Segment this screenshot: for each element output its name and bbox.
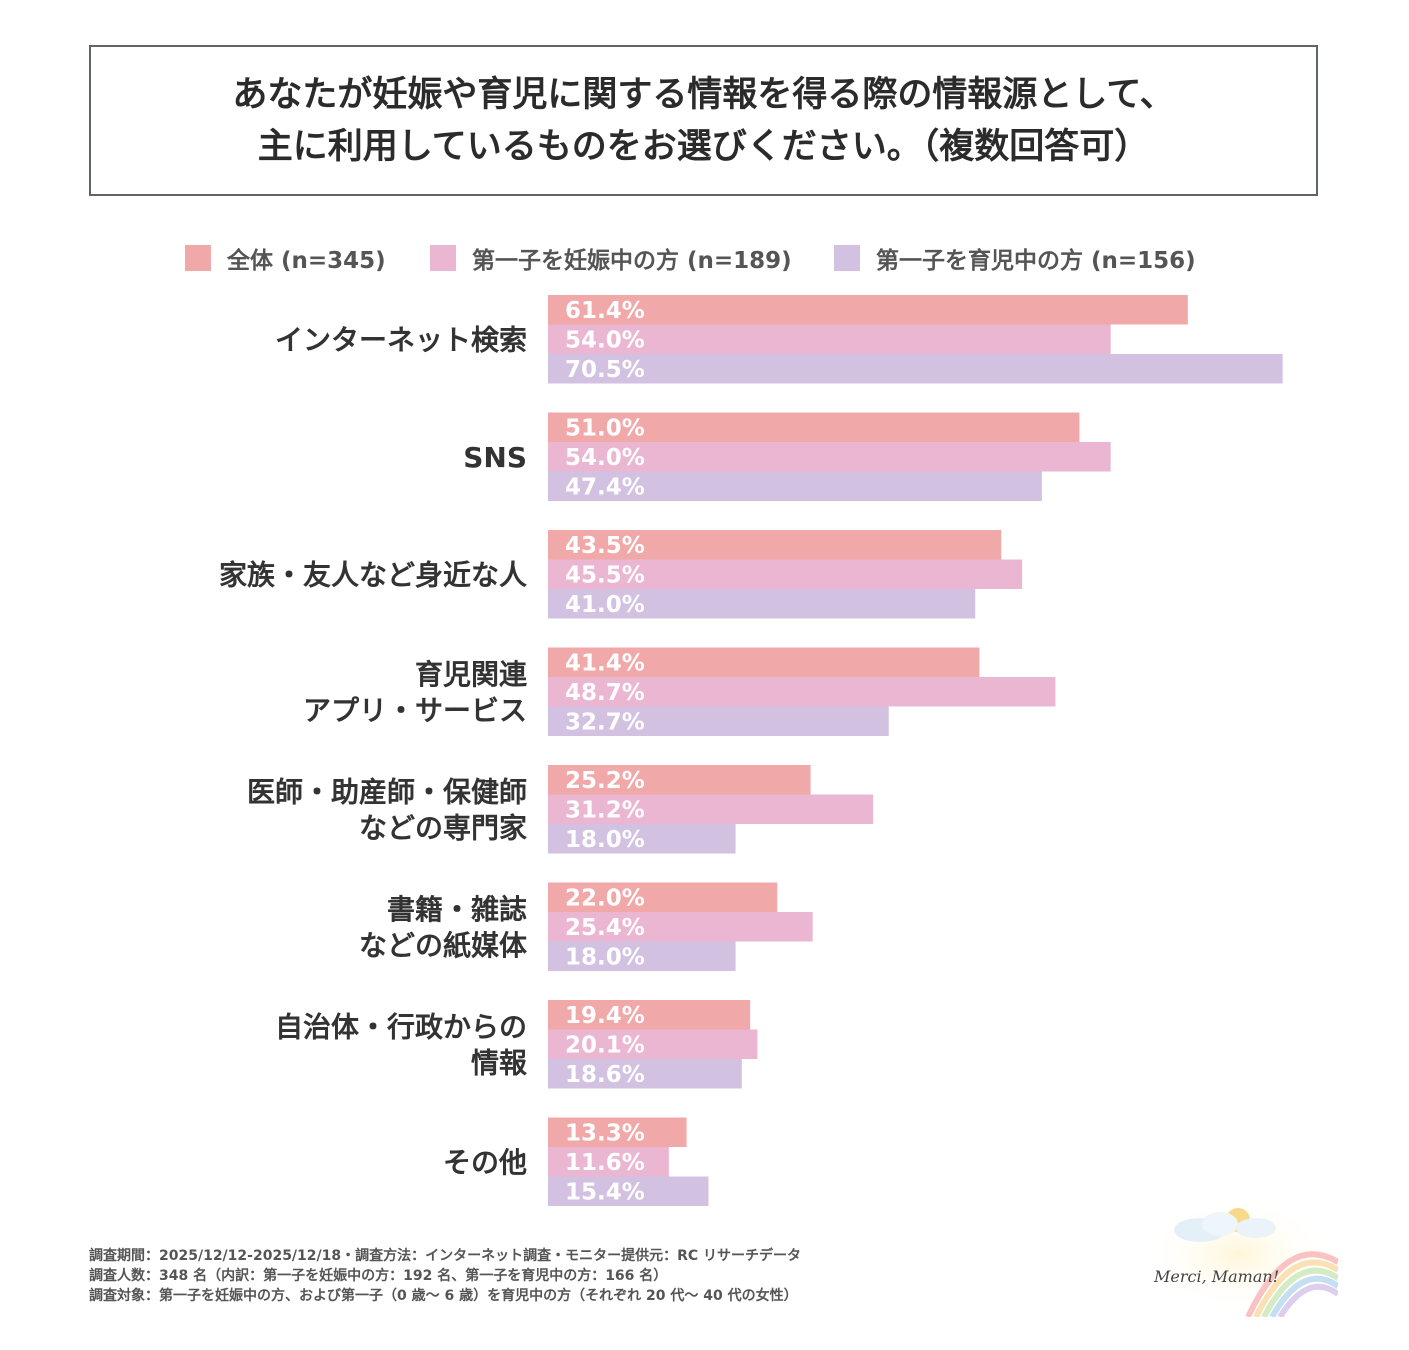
category-label-4-1: などの専門家 [359,811,527,844]
category-label-4-0: 医師・助産師・保健師 [247,775,527,808]
value-label-all-0: 61.4% [565,298,645,324]
value-label-childcare-3: 32.7% [565,709,645,735]
bar-childcare-1 [548,471,1042,501]
bar-all-6 [548,1000,751,1030]
bar-childcare-5 [548,941,736,971]
bar-pregnant-6 [548,1029,758,1059]
value-label-pregnant-6: 20.1% [565,1032,645,1058]
logo-text: Merci, Maman! [1154,1267,1280,1286]
footnote-period: 調査期間：2025/12/12-2025/12/18・調査方法：インターネット調… [89,1248,802,1264]
value-label-pregnant-1: 54.0% [565,445,645,471]
legend-label-childcare: 第一子を育児中の方 (n=156) [876,248,1196,274]
chart-title-line-1: あなたが妊娠や育児に関する情報を得る際の情報源として、 [232,74,1175,115]
footnote-sample-size: 調査人数：348 名（内訳：第一子を妊娠中の方：192 名、第一子を育児中の方：… [89,1268,668,1284]
value-label-pregnant-7: 11.6% [565,1150,645,1176]
value-label-pregnant-2: 45.5% [565,562,645,588]
value-label-childcare-0: 70.5% [565,357,645,383]
bar-childcare-4 [548,824,736,854]
value-label-childcare-1: 47.4% [565,474,645,500]
category-label-5-1: などの紙媒体 [359,929,528,962]
legend-item-pregnant: 第一子を妊娠中の方 (n=189) [430,238,792,278]
bar-all-3 [548,647,980,677]
rainbow-cloud-logo-image [1140,1194,1340,1319]
value-label-all-7: 13.3% [565,1120,645,1146]
value-label-childcare-6: 18.6% [565,1062,645,1088]
value-label-pregnant-3: 48.7% [565,680,645,706]
category-label-3-0: 育児関連 [415,658,528,691]
value-label-all-2: 43.5% [565,533,645,559]
legend-swatch-all [185,245,211,271]
footnote: 調査期間：2025/12/12-2025/12/18・調査方法：インターネット調… [89,1246,989,1306]
legend-swatch-pregnant [430,245,456,271]
legend-item-childcare: 第一子を育児中の方 (n=156) [834,238,1196,278]
value-label-childcare-7: 15.4% [565,1179,645,1205]
value-label-childcare-4: 18.0% [565,827,645,853]
footnote-target: 調査対象：第一子を妊娠中の方、および第一子（0 歳～ 6 歳）を育児中の方（それ… [89,1288,798,1304]
category-label-2-0: 家族・友人など身近な人 [219,558,527,591]
legend: 全体 (n=345) 第一子を妊娠中の方 (n=189) 第一子を育児中の方 (… [0,238,1409,278]
category-label-6-1: 情報 [471,1046,528,1079]
bar-pregnant-3 [548,677,1056,707]
category-label-7-0: その他 [443,1146,527,1179]
bar-pregnant-1 [548,442,1111,472]
value-label-all-1: 51.0% [565,415,645,441]
value-label-all-6: 19.4% [565,1003,645,1029]
bar-chart: 61.4% 54.0% 70.5% インターネット検索 51.0% 54.0% 47.4% S… [219,295,1283,1206]
bar-all-0 [548,295,1188,325]
bar-all-7 [548,1117,687,1147]
legend-label-pregnant: 第一子を妊娠中の方 (n=189) [472,248,792,274]
bar-childcare-6 [548,1059,742,1089]
bar-all-5 [548,882,778,912]
bar-childcare-7 [548,1176,709,1206]
bar-pregnant-7 [548,1147,669,1177]
chart-title-box: あなたが妊娠や育児に関する情報を得る際の情報源として、 主に利用しているものをお… [89,45,1318,196]
category-label-1-0: SNS [463,441,527,474]
value-label-pregnant-4: 31.2% [565,797,645,823]
category-label-3-1: アプリ・サービス [303,694,527,727]
value-label-pregnant-0: 54.0% [565,327,645,353]
value-label-pregnant-5: 25.4% [565,915,645,941]
legend-label-all: 全体 (n=345) [227,248,386,274]
bar-childcare-2 [548,589,976,619]
bar-pregnant-5 [548,912,813,942]
legend-item-all: 全体 (n=345) [185,238,386,278]
category-label-6-0: 自治体・行政からの [275,1010,527,1043]
value-label-all-5: 22.0% [565,885,645,911]
brand-logo: Merci, Maman! [1138,1192,1340,1319]
bar-pregnant-2 [548,559,1023,589]
category-label-0-0: インターネット検索 [275,323,527,356]
bar-all-1 [548,412,1080,442]
value-label-childcare-2: 41.0% [565,592,645,618]
value-label-all-3: 41.4% [565,650,645,676]
value-label-all-4: 25.2% [565,768,645,794]
bar-all-4 [548,765,811,795]
legend-swatch-childcare [834,245,860,271]
bar-childcare-0 [548,354,1283,384]
chart-title-line-2: 主に利用しているものをお選びください。（複数回答可） [257,126,1150,167]
bar-childcare-3 [548,706,889,736]
category-label-5-0: 書籍・雑誌 [387,893,527,926]
bar-pregnant-0 [548,324,1111,354]
value-label-childcare-5: 18.0% [565,944,645,970]
bar-pregnant-4 [548,794,874,824]
bar-all-2 [548,530,1002,560]
